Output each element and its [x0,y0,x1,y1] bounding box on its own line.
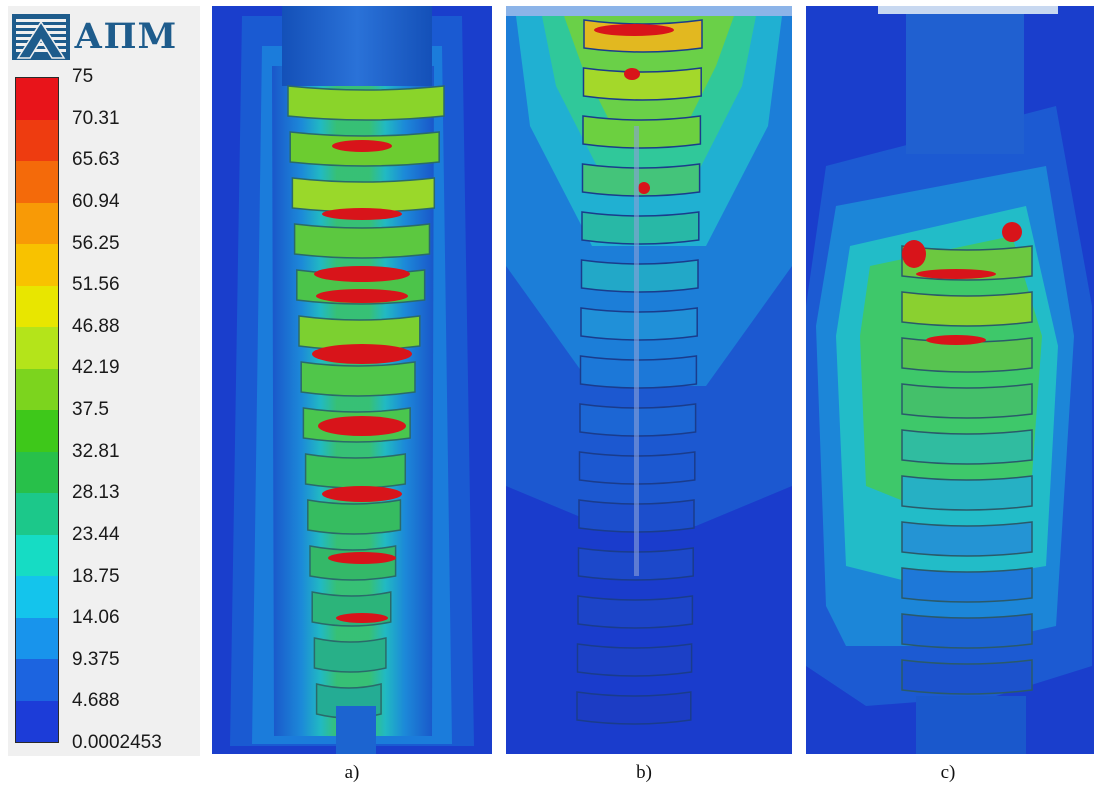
thread-band [576,643,693,677]
stress-panel-a [212,6,492,754]
colorbar-tick-label: 70.31 [72,107,120,129]
colorbar-tick-label: 0.0002453 [72,732,162,753]
logo-text: АПМ [74,16,178,57]
thread-band [901,521,1033,557]
stress-hotspot [624,68,640,80]
stress-hotspot [316,289,408,303]
stress-hotspot [336,613,388,623]
stress-hotspot [332,140,392,152]
colorbar-segment [16,244,58,286]
stress-hotspot [902,240,926,268]
thread-band [901,429,1033,465]
stress-hotspot [328,552,396,564]
thread-band [582,115,702,149]
colorbar-tick-label: 9.375 [72,648,120,670]
panel-label-b: b) [636,762,652,783]
stress-hotspot [916,269,996,279]
stress-map-c [806,6,1094,754]
stress-hotspot [318,416,406,436]
colorbar-segment [16,410,58,452]
thread-band [307,499,402,535]
colorbar-segment [16,327,58,369]
colorbar-tick-label: 18.75 [72,565,120,587]
stress-panel-b [506,6,792,754]
colorbar-segment [16,368,58,410]
stress-hotspot [314,266,410,282]
thread-band [304,453,407,489]
stress-map-b [506,6,792,754]
colorbar [15,77,59,743]
colorbar-tick-label: 42.19 [72,357,120,379]
colorbar-tick-label: 51.56 [72,274,120,296]
colorbar-segment [16,451,58,493]
thread-band [293,223,431,259]
thread-band [901,659,1033,695]
stress-hotspot [1002,222,1022,242]
apm-logo-icon [12,14,70,60]
colorbar-segment [16,285,58,327]
thread-band [580,307,698,341]
colorbar-segment [16,78,58,120]
colorbar-segment [16,119,58,161]
colorbar-tick-label: 23.44 [72,523,120,545]
thread-band [901,475,1033,511]
colorbar-segment [16,534,58,576]
panel-label-a: a) [344,762,360,783]
colorbar-tick-label: 65.63 [72,149,120,171]
thread-band [300,361,416,397]
thread-band [901,291,1033,327]
colorbar-segment [16,576,58,618]
colorbar-segment [16,700,58,742]
thread-band [581,211,700,245]
apm-logo: АПМ [12,14,200,60]
colorbar-tick-label: 4.688 [72,690,120,712]
colorbar-tick-label: 32.81 [72,440,120,462]
stress-hotspot [638,182,650,194]
stress-hotspot [926,335,986,345]
colorbar-segment [16,617,58,659]
colorbar-segment [16,161,58,203]
colorbar-segment [16,659,58,701]
stress-hotspot [322,208,402,220]
panel-label-c: c) [940,762,956,783]
stress-hotspot [322,486,402,502]
colorbar-segment [16,493,58,535]
thread-band [901,567,1033,603]
colorbar-segment [16,202,58,244]
thread-band [291,177,436,213]
thread-band [580,259,699,293]
stress-hotspot [312,344,412,364]
stress-map-a [212,6,492,754]
stress-hotspot [594,24,674,36]
colorbar-tick-label: 46.88 [72,315,120,337]
thread-band [901,613,1033,649]
thread-band [313,637,387,673]
thread-band [581,163,701,197]
thread-band [582,67,702,101]
colorbar-tick-label: 60.94 [72,190,120,212]
colorbar-tick-label: 75 [72,66,94,87]
thread-band [901,383,1033,419]
thread-band [576,691,692,725]
thread-band [577,595,694,629]
colorbar-tick-label: 56.25 [72,232,120,254]
stress-panel-c [806,6,1094,754]
colorbar-tick-label: 14.06 [72,607,120,629]
colorbar-tick-label: 37.5 [72,399,109,420]
color-legend: АПМ 75 70.31 65.63 60.94 56.25 51.56 46.88 42.1… [8,6,200,756]
thread-band [287,85,445,121]
colorbar-tick-label: 28.13 [72,482,120,504]
